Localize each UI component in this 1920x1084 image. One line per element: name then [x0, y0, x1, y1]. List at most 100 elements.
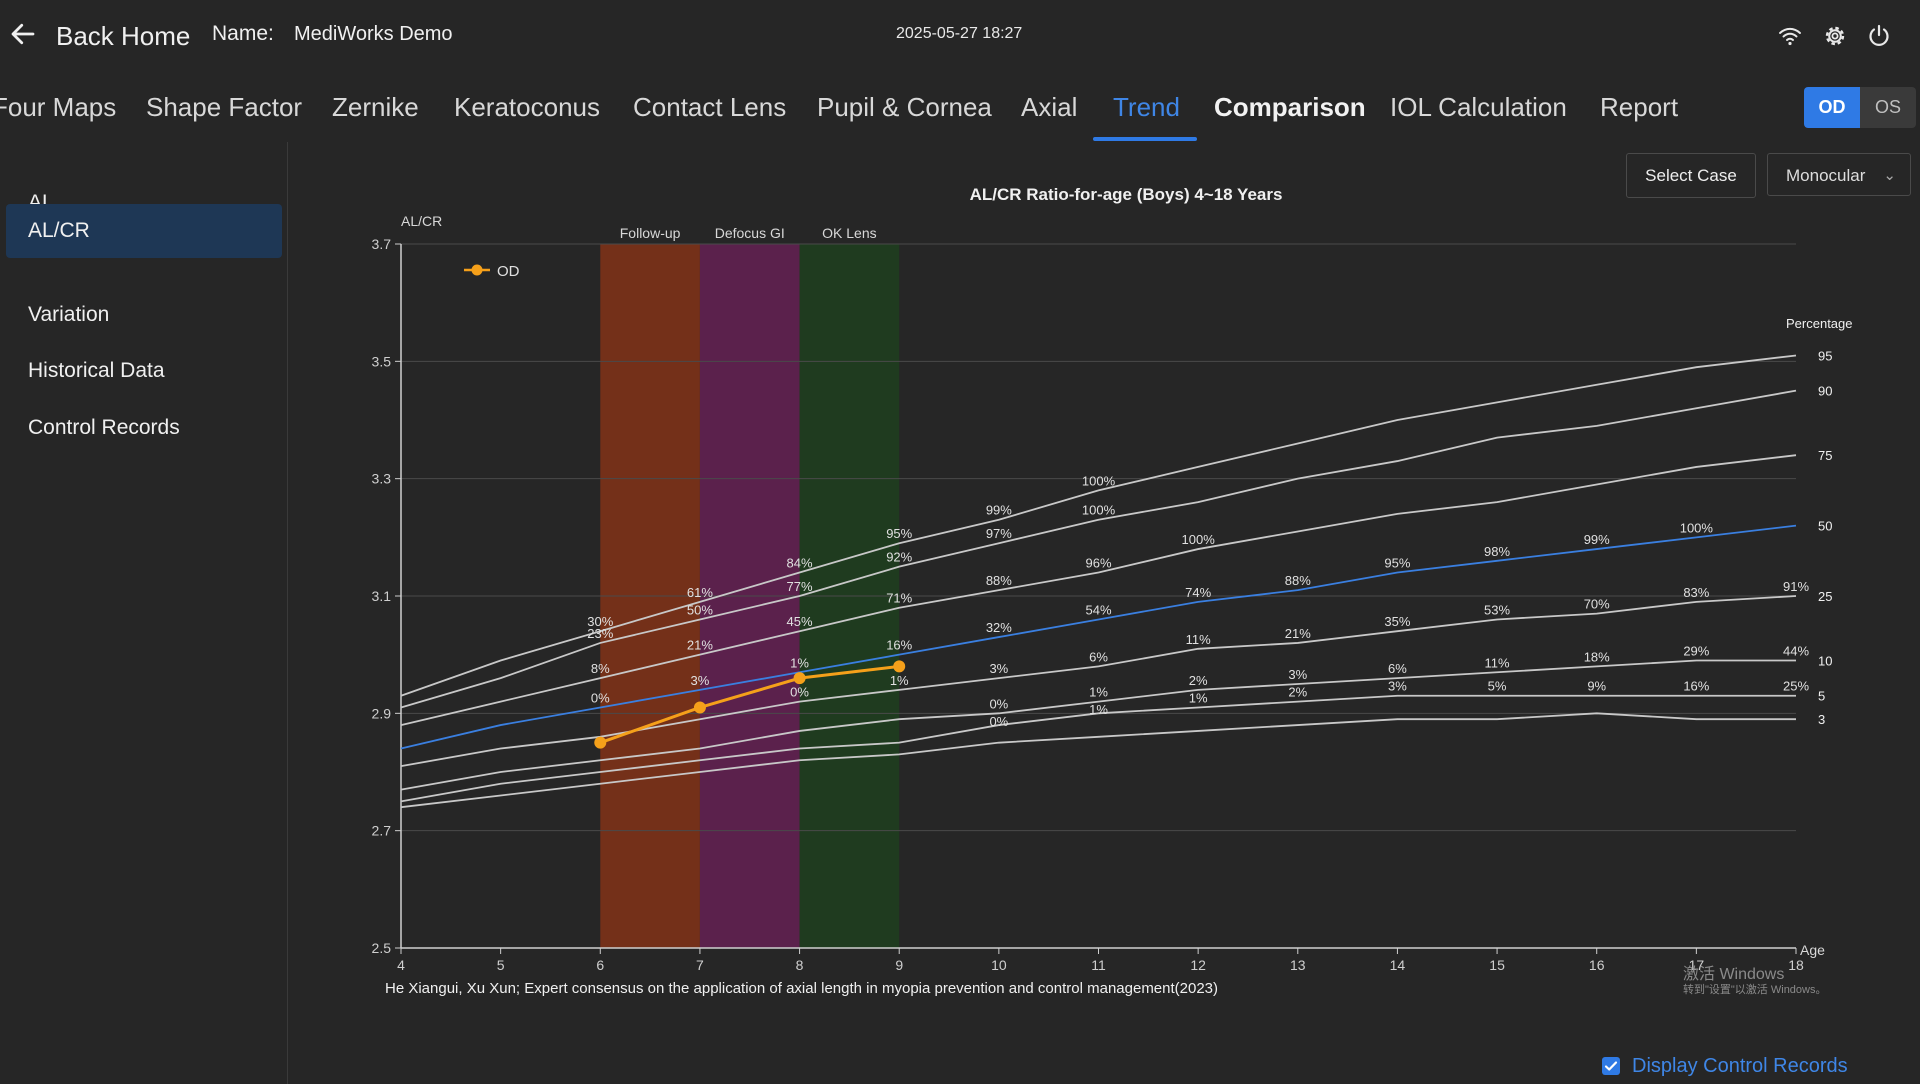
percentile-point-label: 77% — [787, 579, 813, 594]
percentile-label: 50 — [1818, 519, 1832, 534]
display-control-records-checkbox[interactable] — [1602, 1057, 1620, 1075]
x-tick-label: 9 — [895, 957, 903, 973]
percentile-point-label: 88% — [986, 573, 1012, 588]
chart-title: AL/CR Ratio-for-age (Boys) 4~18 Years — [970, 185, 1283, 204]
percentile-point-label: 44% — [1783, 644, 1809, 659]
od-button[interactable]: OD — [1804, 87, 1860, 128]
sidebar-item-variation[interactable]: Variation — [28, 303, 110, 326]
percentile-point-label: 54% — [1085, 602, 1111, 617]
back-home-button[interactable]: Back Home — [8, 16, 190, 56]
percentile-label: 25 — [1818, 589, 1832, 604]
analysis-tabs: Four Maps Shape Factor Zernike Keratocon… — [0, 80, 1780, 142]
percentile-point-label: 61% — [687, 585, 713, 600]
tab-axial[interactable]: Axial — [1021, 92, 1078, 122]
mode-select[interactable]: Monocular ⌄ — [1767, 153, 1911, 196]
percentile-point-label: 3% — [989, 661, 1008, 676]
legend-marker-od — [471, 264, 483, 276]
percentile-point-label: 5% — [1488, 679, 1507, 694]
tab-comparison[interactable]: Comparison — [1214, 92, 1366, 122]
tab-shape-factor[interactable]: Shape Factor — [146, 92, 303, 122]
tab-iol-calculation[interactable]: IOL Calculation — [1390, 92, 1567, 122]
percentile-point-label: 70% — [1584, 597, 1610, 612]
y-tick-label: 3.3 — [372, 471, 392, 487]
display-control-records-label: Display Control Records — [1632, 1054, 1848, 1077]
x-tick-label: 7 — [696, 957, 704, 973]
percentile-point-label: 9% — [1587, 679, 1606, 694]
od-data-point — [793, 672, 806, 685]
percentile-point-label: 1% — [1089, 685, 1108, 700]
legend-label-od: OD — [497, 263, 520, 280]
percentile-point-label: 29% — [1683, 644, 1709, 659]
patient-name-label: Name: — [212, 22, 274, 45]
tab-zernike[interactable]: Zernike — [332, 92, 419, 122]
percentile-point-label: 83% — [1683, 585, 1709, 600]
sidebar-item-control-records[interactable]: Control Records — [28, 416, 180, 439]
checkmark-icon — [1604, 1061, 1618, 1071]
back-home-label: Back Home — [56, 20, 191, 51]
tab-contact-lens[interactable]: Contact Lens — [633, 92, 787, 122]
percentile-curve-p75 — [400, 454, 1797, 726]
x-tick-label: 12 — [1190, 957, 1206, 973]
percentile-curve-p95 — [400, 354, 1797, 697]
percentile-label: 75 — [1818, 448, 1832, 463]
percentile-point-label: 71% — [886, 591, 912, 606]
tab-four-maps[interactable]: Four Maps — [0, 92, 117, 122]
select-case-button[interactable]: Select Case — [1626, 153, 1756, 198]
y-tick-label: 3.1 — [372, 588, 392, 604]
percentile-header: Percentage — [1786, 316, 1853, 331]
percentile-point-label: 1% — [790, 655, 809, 670]
percentile-point-label: 6% — [1089, 649, 1108, 664]
tab-keratoconus[interactable]: Keratoconus — [454, 92, 600, 122]
sidebar-item-historical-data[interactable]: Historical Data — [28, 359, 165, 382]
x-tick-label: 17 — [1689, 957, 1705, 973]
x-tick-label: 11 — [1091, 957, 1106, 973]
tab-pupil-cornea[interactable]: Pupil & Cornea — [817, 92, 992, 122]
x-axis-label: Age — [1800, 942, 1825, 958]
percentile-label: 3 — [1818, 712, 1825, 727]
tab-trend[interactable]: Trend — [1113, 92, 1180, 122]
y-tick-label: 3.5 — [372, 353, 392, 369]
reference-citation: He Xiangui, Xu Xun; Expert consensus on … — [385, 980, 1219, 997]
sidebar-item-al-cr[interactable]: AL/CR — [6, 204, 282, 258]
patient-name-value: MediWorks Demo — [294, 23, 453, 45]
os-button[interactable]: OS — [1860, 87, 1916, 128]
x-tick-label: 10 — [991, 957, 1007, 973]
gear-icon[interactable] — [1821, 22, 1849, 50]
percentile-point-label: 74% — [1185, 585, 1211, 600]
display-control-records-toggle[interactable]: Display Control Records — [1602, 1054, 1848, 1078]
chevron-down-icon: ⌄ — [1883, 167, 1896, 184]
percentile-point-label: 97% — [986, 526, 1012, 541]
power-icon[interactable] — [1865, 22, 1893, 50]
percentile-point-label: 91% — [1783, 579, 1809, 594]
x-tick-label: 15 — [1489, 957, 1505, 973]
band-label: Follow-up — [620, 225, 681, 241]
percentile-point-label: 16% — [1683, 679, 1709, 694]
percentile-label: 5 — [1818, 689, 1825, 704]
percentile-label: 10 — [1818, 654, 1832, 669]
percentile-point-label: 8% — [591, 661, 610, 676]
percentile-point-label: 30% — [587, 614, 613, 629]
percentile-point-label: 95% — [1384, 556, 1410, 571]
x-tick-label: 14 — [1390, 957, 1406, 973]
percentile-point-label: 6% — [1388, 661, 1407, 676]
percentile-curve-p50 — [400, 524, 1797, 750]
band-label: OK Lens — [822, 225, 876, 241]
x-tick-label: 18 — [1788, 957, 1804, 973]
od-data-point — [594, 736, 607, 749]
x-tick-label: 6 — [596, 957, 604, 973]
percentile-point-label: 53% — [1484, 602, 1510, 617]
chart-legend: OD — [464, 263, 520, 280]
percentile-point-label: 11% — [1485, 655, 1510, 670]
tab-report[interactable]: Report — [1600, 92, 1679, 122]
percentile-point-label: 99% — [986, 503, 1012, 518]
x-tick-label: 8 — [796, 957, 804, 973]
percentile-point-label: 92% — [886, 550, 912, 565]
percentile-point-label: 18% — [1584, 649, 1610, 664]
od-data-point — [893, 660, 906, 673]
wifi-icon[interactable] — [1776, 22, 1804, 50]
windows-watermark-line1: 激活 Windows — [1683, 966, 1785, 983]
arrow-left-icon — [8, 19, 38, 54]
eye-toggle: OD OS — [1804, 87, 1916, 128]
percentile-point-label: 3% — [691, 673, 710, 688]
